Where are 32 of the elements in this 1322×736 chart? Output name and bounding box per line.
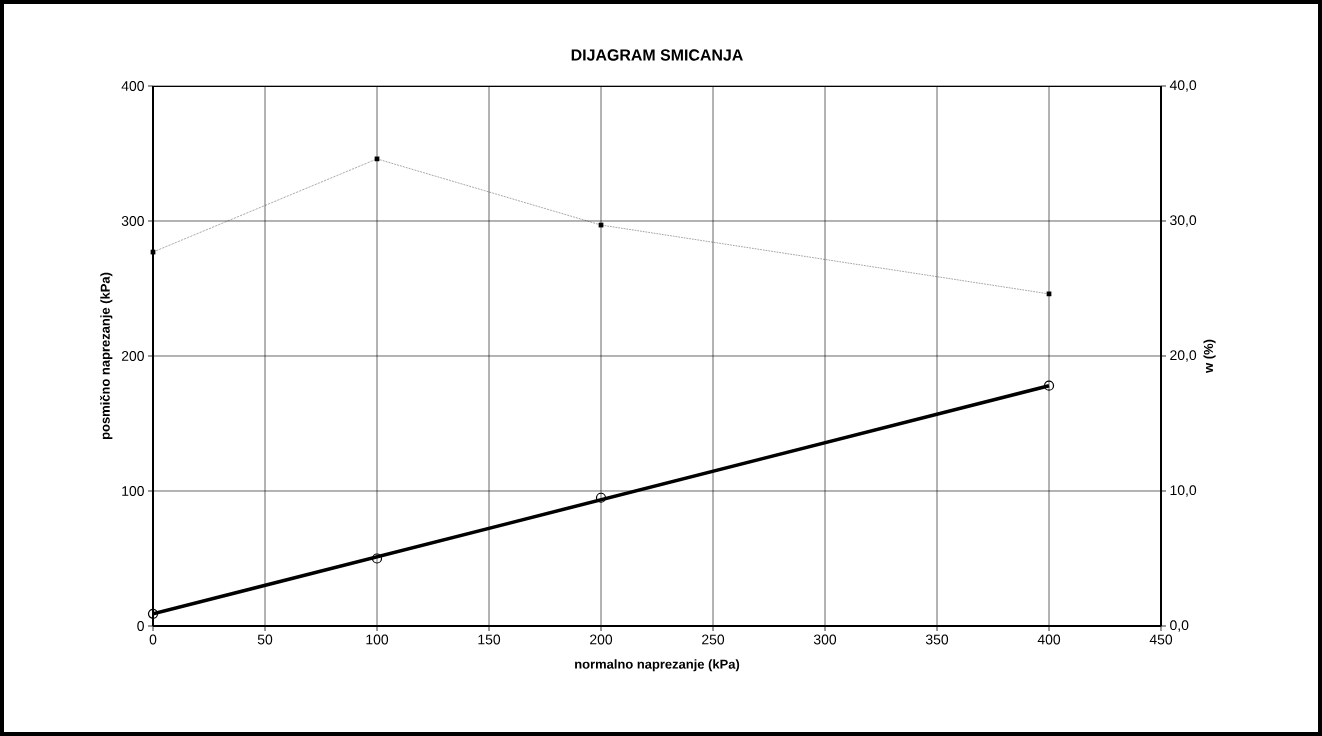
y-tick-label: 200 (121, 351, 144, 361)
y-tick-label: 400 (121, 81, 144, 91)
chart-title: DIJAGRAM SMICANJA (571, 49, 743, 61)
x-tick-label: 450 (1149, 634, 1173, 645)
x-tick-label: 150 (478, 634, 501, 645)
y2-tick-label: 40,0 (1169, 80, 1197, 92)
point (150, 249, 156, 255)
y-tick-label: 300 (121, 216, 144, 226)
point (147, 608, 159, 619)
point (1043, 380, 1055, 391)
x-tick-label: 350 (925, 634, 949, 645)
x-tick-label: 400 (1037, 634, 1061, 645)
y2-axis-title: w (%) (1203, 339, 1216, 373)
x-tick-label: 300 (813, 634, 837, 645)
y2-tick-label: 0,0 (1170, 620, 1189, 632)
x-tick-label: 250 (702, 634, 725, 645)
point (595, 492, 607, 503)
x-tick-label: 200 (590, 634, 613, 645)
y2-tick-label: 10,0 (1170, 485, 1197, 497)
y-tick-label: 0 (137, 621, 144, 631)
point (598, 222, 604, 228)
x-tick-label: 0 (149, 634, 157, 645)
point (371, 553, 383, 564)
point (1046, 291, 1052, 297)
y-axis-title: posmično naprezanje (kPa) (100, 272, 113, 439)
y2-tick-label: 30,0 (1170, 215, 1197, 227)
x-tick-label: 50 (257, 634, 273, 645)
x-axis-title: normalno naprezanje (kPa) (575, 659, 740, 672)
y-tick-label: 100 (122, 486, 144, 496)
point (374, 156, 380, 162)
y2-tick-label: 20,0 (1170, 350, 1197, 362)
x-tick-label: 100 (366, 634, 389, 645)
